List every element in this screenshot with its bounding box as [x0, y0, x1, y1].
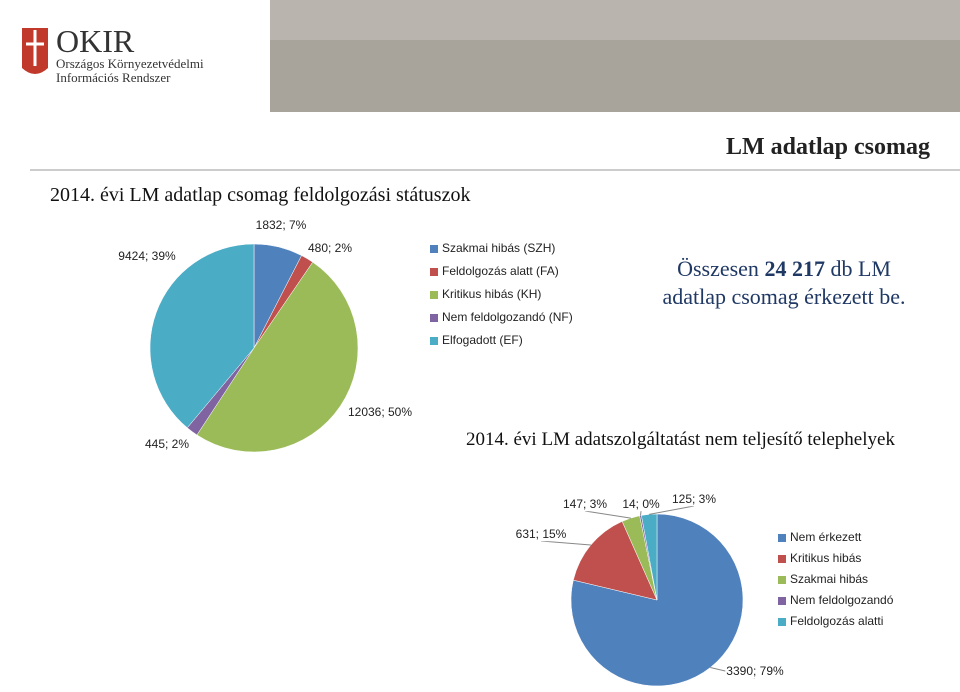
note-text: db LM [825, 256, 891, 281]
data-label: 480; 2% [308, 241, 352, 255]
pie-slice [196, 261, 359, 453]
header-photo-shade [270, 40, 960, 112]
logo-title: OKIR [56, 23, 135, 59]
legend-label: Feldolgozás alatti [790, 614, 883, 628]
leader-line [540, 540, 591, 546]
legend-swatch [778, 597, 786, 605]
slide-title: LM adatlap csomag [726, 134, 930, 160]
pie-slice [573, 521, 658, 601]
label-bg [514, 527, 568, 542]
pie-slice [641, 513, 658, 601]
label-bg [561, 497, 609, 512]
note: Összesen 24 217 db LM [677, 256, 891, 281]
logo-line: Országos Környezetvédelmi [56, 56, 204, 71]
chart-title: 2014. évi LM adatlap csomag feldolgozási… [50, 184, 470, 206]
legend-swatch [430, 268, 438, 276]
legend-swatch [430, 291, 438, 299]
pie-slice [149, 243, 255, 429]
chart-title: 2014. évi LM adatszolgáltatást nem telje… [466, 429, 895, 450]
data-label: 1832; 7% [256, 218, 307, 232]
legend-label: Feldolgozás alatt (FA) [442, 264, 559, 278]
logo-cross [26, 30, 44, 66]
note-count: 24 217 [764, 256, 825, 281]
label-bg [725, 664, 786, 679]
data-label: 3390; 79% [726, 664, 784, 678]
label-bg [621, 497, 662, 512]
legend-label: Nem feldolgozandó [790, 593, 894, 607]
legend-swatch [430, 245, 438, 253]
legend-label: Nem érkezett [790, 530, 862, 544]
legend-label: Elfogadott (EF) [442, 333, 523, 347]
legend-label: Kritikus hibás [790, 551, 861, 565]
legend-label: Nem feldolgozandó (NF) [442, 310, 573, 324]
data-label: 9424; 39% [118, 249, 176, 263]
legend-swatch [778, 618, 786, 626]
note: adatlap csomag érkezett be. [662, 284, 905, 309]
legend-swatch [778, 534, 786, 542]
note-text: Összesen [677, 256, 764, 281]
data-label: 14; 0% [622, 497, 660, 511]
legend-swatch [778, 555, 786, 563]
legend-swatch [778, 576, 786, 584]
label-bg [670, 492, 718, 507]
data-label: 147; 3% [563, 497, 607, 511]
logo-line: Információs Rendszer [56, 70, 171, 85]
legend-label: Szakmai hibás [790, 572, 868, 586]
data-label: 12036; 50% [348, 405, 412, 419]
legend-label: Kritikus hibás (KH) [442, 287, 541, 301]
legend-swatch [430, 314, 438, 322]
data-label: 445; 2% [145, 437, 189, 451]
legend-swatch [430, 337, 438, 345]
leader-line [584, 510, 631, 519]
legend-label: Szakmai hibás (SZH) [442, 241, 555, 255]
data-label: 631; 15% [516, 527, 567, 541]
data-label: 125; 3% [672, 492, 716, 506]
leader-line [649, 505, 695, 515]
